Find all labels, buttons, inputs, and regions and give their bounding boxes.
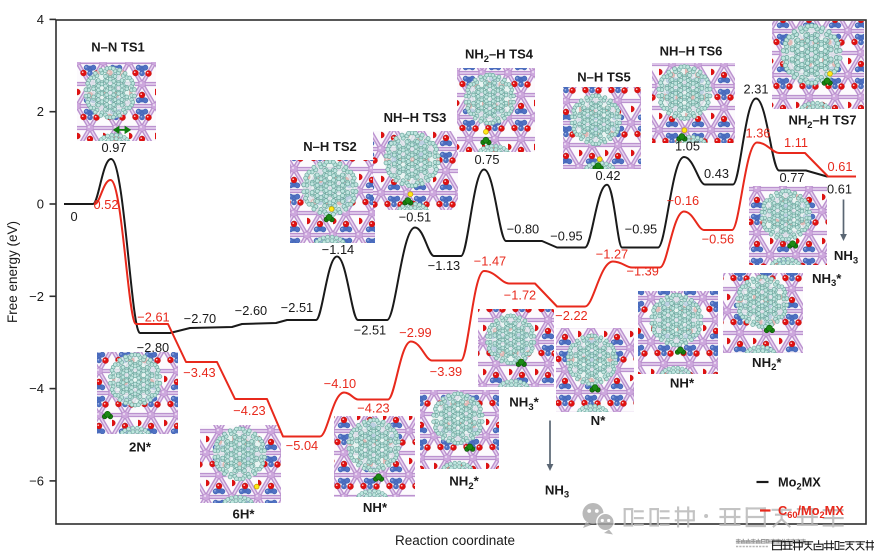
- svg-text:−0.80: −0.80: [507, 221, 539, 236]
- svg-text:−2.51: −2.51: [281, 300, 313, 315]
- svg-text:−2.80: −2.80: [137, 340, 169, 355]
- svg-text:NH2*: NH2*: [449, 474, 479, 492]
- svg-text:0.77: 0.77: [780, 170, 805, 185]
- svg-text:NH2–H TS7: NH2–H TS7: [788, 113, 856, 130]
- svg-text:−4: −4: [29, 381, 44, 396]
- svg-text:−1.72: −1.72: [504, 287, 536, 302]
- svg-text:Free energy (eV): Free energy (eV): [5, 221, 20, 323]
- svg-text:−2.60: −2.60: [235, 303, 267, 318]
- svg-text:0: 0: [70, 209, 77, 224]
- svg-text:−0.56: −0.56: [702, 231, 734, 246]
- svg-text:NH3*: NH3*: [812, 271, 842, 289]
- svg-text:0: 0: [37, 197, 44, 212]
- svg-text:−4.23: −4.23: [357, 401, 389, 416]
- svg-text:NH3*: NH3*: [509, 395, 539, 413]
- svg-text:N–N TS1: N–N TS1: [91, 40, 144, 55]
- svg-text:0.97: 0.97: [102, 140, 127, 155]
- svg-text:0.61: 0.61: [827, 182, 852, 197]
- svg-text:1.36: 1.36: [746, 125, 771, 140]
- svg-text:−4.23: −4.23: [233, 403, 265, 418]
- svg-text:−0.95: −0.95: [625, 222, 657, 237]
- svg-text:NH*: NH*: [363, 500, 388, 515]
- svg-text:2.31: 2.31: [744, 82, 769, 97]
- svg-text:−0.16: −0.16: [667, 193, 699, 208]
- svg-text:−3.39: −3.39: [430, 364, 462, 379]
- svg-text:−2.99: −2.99: [399, 325, 431, 340]
- svg-text:−2.51: −2.51: [354, 322, 386, 337]
- svg-text:−4.10: −4.10: [324, 376, 356, 391]
- svg-text:NH3: NH3: [834, 248, 858, 266]
- svg-text:6H*: 6H*: [233, 507, 256, 522]
- svg-text:−1.13: −1.13: [428, 258, 460, 273]
- svg-text:0.52: 0.52: [94, 197, 119, 212]
- svg-text:1.05: 1.05: [675, 139, 700, 154]
- svg-text:−1.14: −1.14: [322, 242, 354, 257]
- svg-text:−6: −6: [29, 473, 44, 488]
- svg-text:0.43: 0.43: [704, 166, 729, 181]
- svg-text:C60/Mo2MX: C60/Mo2MX: [778, 503, 844, 520]
- svg-text:0.75: 0.75: [475, 152, 500, 167]
- svg-text:−2: −2: [29, 289, 44, 304]
- svg-text:NH2–H TS4: NH2–H TS4: [465, 47, 534, 64]
- svg-text:NH–H TS6: NH–H TS6: [660, 44, 723, 59]
- svg-text:NH–H TS3: NH–H TS3: [384, 110, 447, 125]
- svg-text:N*: N*: [591, 413, 607, 428]
- svg-text:−2.70: −2.70: [184, 311, 216, 326]
- svg-text:NH2*: NH2*: [752, 355, 782, 373]
- svg-text:−0.95: −0.95: [550, 229, 582, 244]
- svg-text:0.42: 0.42: [596, 168, 621, 183]
- svg-text:N–H TS5: N–H TS5: [577, 70, 630, 85]
- svg-text:−2.61: −2.61: [137, 309, 169, 324]
- svg-text:4: 4: [37, 12, 44, 27]
- svg-text:NH*: NH*: [670, 375, 695, 390]
- svg-text:Mo2MX: Mo2MX: [778, 475, 821, 492]
- svg-text:−5.04: −5.04: [286, 438, 318, 453]
- svg-text:Reaction coordinate: Reaction coordinate: [395, 533, 515, 548]
- svg-text:0.61: 0.61: [828, 159, 853, 174]
- svg-text:−2.22: −2.22: [555, 308, 587, 323]
- svg-text:−0.51: −0.51: [399, 209, 431, 224]
- svg-text:−1.27: −1.27: [596, 246, 628, 261]
- svg-text:1.11: 1.11: [784, 135, 808, 150]
- svg-text:2: 2: [37, 104, 44, 119]
- svg-text:NH3: NH3: [545, 482, 569, 500]
- svg-text:−1.47: −1.47: [474, 253, 506, 268]
- svg-text:−1.39: −1.39: [627, 264, 659, 279]
- svg-text:N–H TS2: N–H TS2: [303, 139, 356, 154]
- svg-text:−3.43: −3.43: [183, 365, 215, 380]
- svg-text:2N*: 2N*: [129, 440, 152, 455]
